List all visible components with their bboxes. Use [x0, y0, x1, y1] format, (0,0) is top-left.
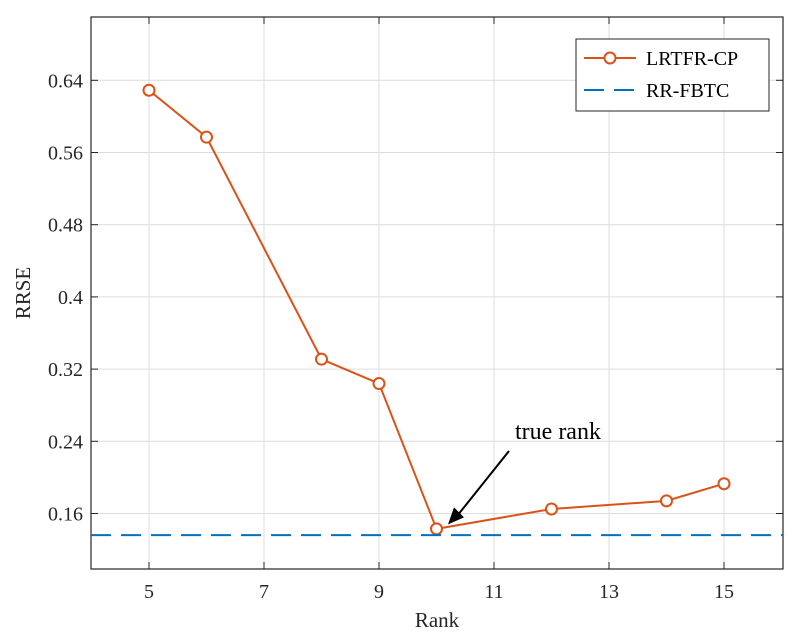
- x-tick-label: 9: [374, 581, 384, 603]
- data-point: [372, 377, 386, 391]
- legend: LRTFR-CP RR-FBTC: [575, 38, 770, 112]
- y-tick-label: 0.48: [48, 215, 83, 237]
- data-point: [545, 502, 558, 516]
- x-tick-label: 13: [599, 581, 619, 603]
- x-tick-label: 11: [484, 581, 503, 603]
- annotation-true-rank: true rank: [515, 419, 601, 445]
- data-point: [200, 130, 213, 144]
- axis-ticks: 5 7 9 11 13 15 0.16 0.24 0.32 0.4 0.48 0.56 0.64: [48, 17, 783, 603]
- x-tick-label: 5: [144, 581, 154, 603]
- annotations: true rank: [448, 419, 601, 525]
- plot-area-frame: [90, 16, 784, 570]
- series: [91, 83, 783, 537]
- y-tick-label: 0.64: [48, 70, 83, 92]
- legend-label-rr-fbtc: RR-FBTC: [646, 80, 729, 102]
- y-tick-label: 0.56: [48, 143, 83, 165]
- annotation-arrow-head: [448, 507, 464, 525]
- data-point: [717, 477, 731, 491]
- data-point: [142, 83, 156, 97]
- legend-box: [575, 38, 770, 112]
- series-line-lrtfr-cp: [148, 89, 725, 530]
- y-tick-label: 0.16: [48, 504, 83, 526]
- y-axis-label: RRSE: [11, 267, 35, 320]
- data-point: [315, 352, 328, 366]
- x-tick-label: 15: [714, 581, 734, 603]
- x-tick-label: 7: [259, 581, 269, 603]
- data-point: [430, 522, 443, 536]
- y-tick-label: 0.24: [48, 431, 83, 453]
- legend-marker-lrtfr-cp: [603, 51, 617, 65]
- y-tick-label: 0.4: [58, 287, 83, 309]
- annotation-arrow-shaft: [455, 450, 510, 518]
- data-point: [660, 494, 673, 508]
- legend-label-lrtfr-cp: LRTFR-CP: [646, 48, 738, 70]
- x-axis-label: Rank: [415, 608, 460, 632]
- y-tick-label: 0.32: [48, 359, 83, 381]
